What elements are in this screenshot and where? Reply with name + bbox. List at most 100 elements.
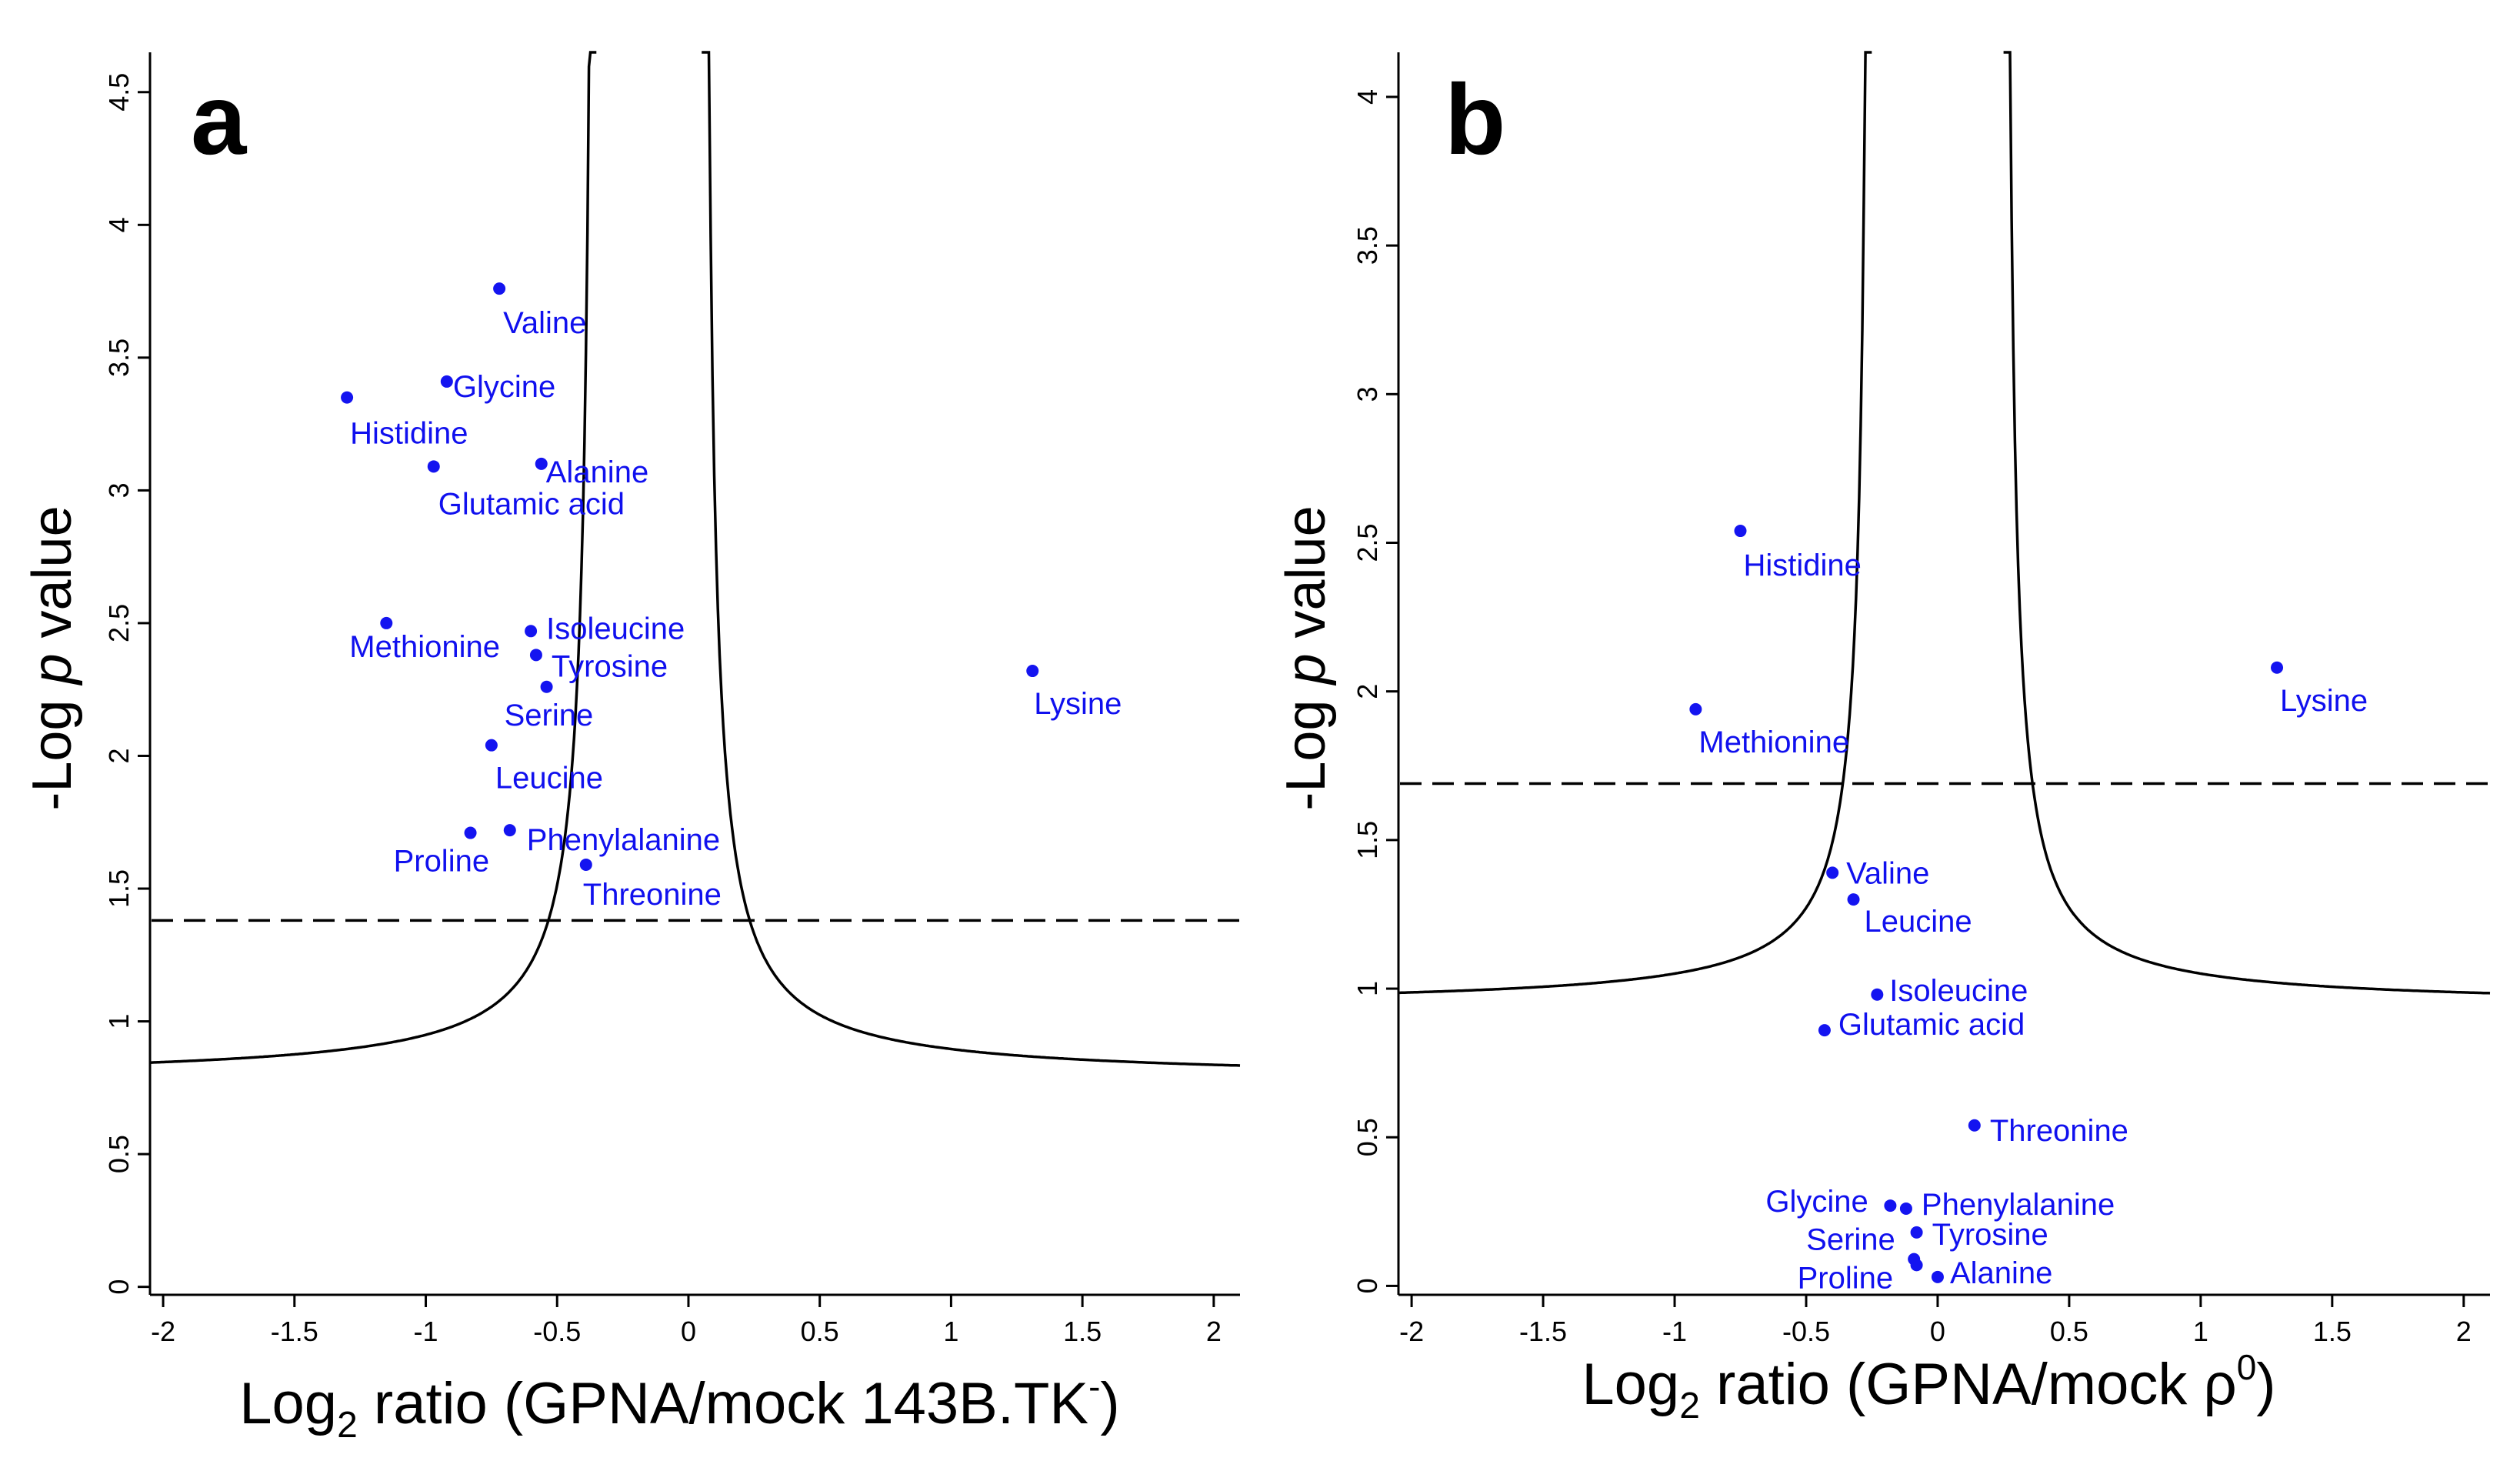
data-point-valine — [493, 282, 506, 295]
panel-letter: b — [1445, 63, 1505, 175]
x-tick-label: 0.5 — [2050, 1316, 2088, 1347]
y-tick-label: 2 — [103, 748, 135, 763]
x-axis-label: Log2 ratio (GPNA/mock 143B.TK-) — [239, 1366, 1119, 1446]
y-tick-label: 2.5 — [103, 604, 135, 642]
x-tick-label: 2 — [1206, 1316, 1222, 1347]
x-tick-label: 1 — [943, 1316, 958, 1347]
x-tick-label: -1.5 — [271, 1316, 318, 1347]
data-point-methionine — [380, 616, 393, 629]
point-label-alanine: Alanine — [546, 455, 648, 489]
data-point-tyrosine — [529, 649, 542, 662]
data-point-leucine — [485, 739, 498, 752]
x-tick-label: 2 — [2456, 1316, 2472, 1347]
y-axis-label: -Log p value — [1275, 505, 1337, 810]
point-label-threonine: Threonine — [1990, 1114, 2128, 1148]
y-tick-label: 4.5 — [103, 73, 135, 112]
point-label-leucine: Leucine — [495, 762, 603, 796]
y-tick-label: 1.5 — [1352, 821, 1383, 859]
point-label-alanine: Alanine — [1950, 1256, 2052, 1290]
y-tick-label: 0 — [103, 1279, 135, 1295]
point-label-valine: Valine — [503, 306, 586, 340]
y-tick-label: 4 — [103, 217, 135, 232]
data-point-threonine — [1968, 1119, 1981, 1132]
data-point-isoleucine — [525, 625, 538, 638]
data-point-isoleucine — [1871, 988, 1884, 1001]
x-tick-label: 1 — [2193, 1316, 2208, 1347]
panel-letter: a — [191, 63, 248, 175]
y-tick-label: 2.5 — [1352, 523, 1383, 562]
x-tick-label: -2 — [1399, 1316, 1424, 1347]
data-point-glycine — [440, 375, 453, 388]
point-label-glycine: Glycine — [453, 370, 555, 404]
x-tick-label: 0 — [681, 1316, 696, 1347]
point-label-serine: Serine — [505, 699, 594, 732]
data-point-lysine — [1026, 665, 1039, 678]
point-label-phenylalanine: Phenylalanine — [1922, 1188, 2115, 1222]
data-point-histidine — [1734, 525, 1747, 538]
data-point-histidine — [341, 391, 354, 404]
data-point-threonine — [579, 858, 592, 871]
point-label-glycine: Glycine — [1765, 1185, 1868, 1219]
y-tick-label: 3.5 — [103, 339, 135, 377]
data-point-phenylalanine — [1899, 1202, 1912, 1215]
y-tick-label: 0.5 — [1352, 1118, 1383, 1156]
y-tick-label: 1.5 — [103, 869, 135, 908]
x-tick-label: 1.5 — [1063, 1316, 1102, 1347]
data-point-methionine — [1689, 702, 1702, 715]
data-point-glutamic-acid — [427, 460, 440, 473]
data-point-proline — [1910, 1259, 1923, 1272]
significance-curve-right — [702, 51, 1241, 1067]
data-point-leucine — [1847, 893, 1860, 906]
y-tick-label: 3.5 — [1352, 226, 1383, 265]
data-point-lysine — [2271, 661, 2284, 674]
y-tick-label: 3 — [1352, 386, 1383, 402]
y-tick-label: 4 — [1352, 89, 1383, 105]
y-tick-label: 1 — [103, 1014, 135, 1029]
panel-a: -2 -1.5 -1 -0.5 0 0.5 1 1.5 2 0 0.5 1 1.5 2 2.5 3 3.5 4 4.… — [22, 51, 1241, 1446]
data-point-serine — [540, 680, 553, 693]
significance-curve-left — [149, 51, 597, 1064]
significance-curve-right — [2003, 51, 2491, 995]
data-point-proline — [464, 826, 477, 839]
x-tick-label: 0.5 — [801, 1316, 839, 1347]
x-tick-label: 1.5 — [2313, 1316, 2352, 1347]
y-tick-label: 3 — [103, 482, 135, 498]
y-tick-label: 1 — [1352, 981, 1383, 996]
point-label-tyrosine: Tyrosine — [1932, 1218, 2048, 1252]
x-tick-label: -0.5 — [1782, 1316, 1830, 1347]
y-axis-label: -Log p value — [22, 505, 83, 810]
data-point-tyrosine — [1910, 1226, 1923, 1239]
point-label-tyrosine: Tyrosine — [552, 649, 668, 683]
data-point-valine — [1826, 866, 1839, 879]
x-tick-label: -1 — [414, 1316, 438, 1347]
point-label-isoleucine: Isoleucine — [546, 612, 685, 645]
x-axis-label: Log2 ratio (GPNA/mock ρ0) — [1582, 1347, 2275, 1426]
y-tick-label: 0 — [1352, 1278, 1383, 1293]
x-tick-label: -1 — [1662, 1316, 1687, 1347]
x-tick-label: -0.5 — [533, 1316, 581, 1347]
y-tick-label: 2 — [1352, 684, 1383, 699]
point-label-lysine: Lysine — [1034, 687, 1122, 721]
point-label-phenylalanine: Phenylalanine — [527, 823, 720, 857]
significance-curve-left — [1398, 51, 1872, 995]
panel-b: -2 -1.5 -1 -0.5 0 0.5 1 1.5 2 0 0.5 1 1.5 2 2.5 3 3.5 4 b -… — [1275, 51, 2491, 1426]
data-point-alanine — [1931, 1270, 1944, 1283]
data-point-phenylalanine — [503, 824, 516, 837]
point-label-threonine: Threonine — [583, 878, 722, 912]
point-label-leucine: Leucine — [1865, 905, 1972, 939]
point-label-isoleucine: Isoleucine — [1889, 974, 2028, 1008]
point-label-methionine: Methionine — [1698, 725, 1849, 759]
point-label-methionine: Methionine — [349, 630, 500, 664]
x-tick-label: -1.5 — [1519, 1316, 1567, 1347]
data-point-alanine — [535, 457, 548, 470]
point-label-valine: Valine — [1846, 856, 1929, 890]
y-tick-label: 0.5 — [103, 1135, 135, 1173]
x-tick-label: 0 — [1930, 1316, 1945, 1347]
data-point-glutamic-acid — [1818, 1024, 1831, 1037]
point-label-glutamic-acid: Glutamic acid — [1838, 1008, 2025, 1042]
point-label-histidine: Histidine — [350, 417, 468, 451]
point-label-histidine: Histidine — [1744, 549, 1862, 582]
point-label-proline: Proline — [394, 845, 490, 879]
point-label-lysine: Lysine — [2280, 684, 2368, 718]
